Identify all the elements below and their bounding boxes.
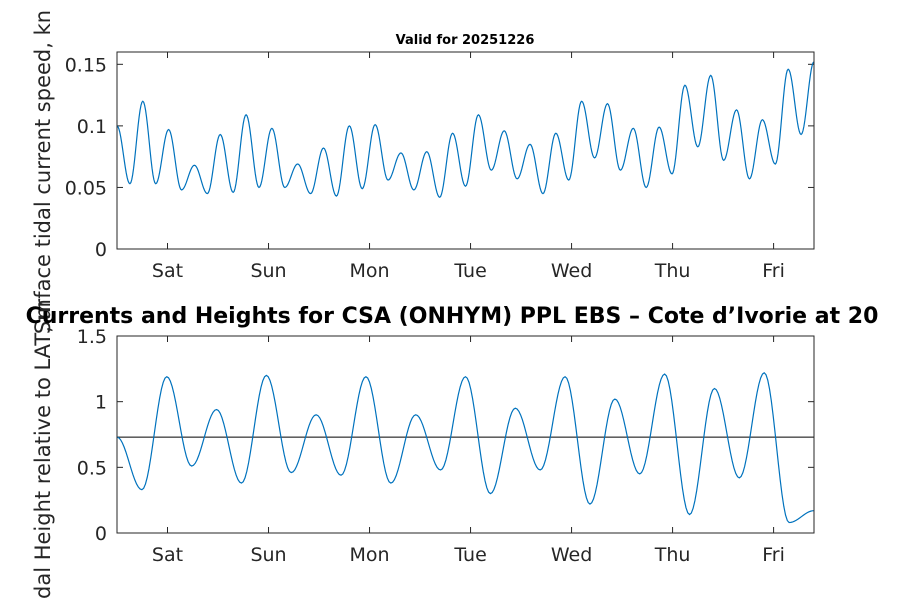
y-tick-label: 1.5 <box>77 326 107 348</box>
axis-ticks-bottom: 0 0.5 1 1.5 Sat Sun Mon Tue Wed Thu Fri <box>77 326 814 566</box>
tidal-height-chart: 0 0.5 1 1.5 Sat Sun Mon Tue Wed Thu Fri Tidal Heig… <box>26 299 879 600</box>
plot-box-bottom <box>116 335 815 534</box>
axis-ticks-top: 0 0.05 0.1 0.15 Sat Sun Mon Tue Wed Thu Fri <box>65 52 814 282</box>
current-speed-chart: Valid for 20251226 Surface tidal current… <box>31 10 815 334</box>
plot-box-top <box>116 51 815 250</box>
x-tick-label-thu: Thu <box>654 260 691 282</box>
x-tick-label-tue: Tue <box>453 544 486 566</box>
y-tick-label: 0.05 <box>65 177 107 199</box>
chart-title-bottom: Currents and Heights for CSA (ONHYM) PPL… <box>26 304 879 329</box>
y-tick-label: 1 <box>95 392 107 414</box>
x-tick-label-sat: Sat <box>152 544 183 566</box>
x-tick-label-mon: Mon <box>350 260 390 282</box>
chart-title-top: Valid for 20251226 <box>396 33 535 48</box>
x-tick-label-wed: Wed <box>551 260 592 282</box>
y-axis-label-top: Surface tidal current speed, kn <box>31 10 55 334</box>
x-tick-label-mon: Mon <box>350 544 390 566</box>
series-line-current-speed <box>116 61 815 199</box>
x-tick-label-wed: Wed <box>551 544 592 566</box>
x-tick-label-fri: Fri <box>762 260 785 282</box>
x-tick-label-thu: Thu <box>654 544 691 566</box>
plot-area-bottom <box>117 336 814 533</box>
x-tick-label-tue: Tue <box>453 260 486 282</box>
x-tick-label-sun: Sun <box>250 260 286 282</box>
y-axis-label-bottom: Tidal Height relative to LAT, m <box>31 299 55 600</box>
series-line-tidal-height <box>116 371 815 524</box>
y-tick-label: 0.1 <box>77 116 107 138</box>
y-tick-label: 0.5 <box>77 457 107 479</box>
plot-area-top <box>117 52 814 249</box>
y-tick-label: 0.15 <box>65 54 107 76</box>
x-tick-label-sat: Sat <box>152 260 183 282</box>
y-tick-label: 0 <box>95 523 107 545</box>
x-tick-label-fri: Fri <box>762 544 785 566</box>
x-tick-label-sun: Sun <box>250 544 286 566</box>
y-tick-label: 0 <box>95 239 107 261</box>
